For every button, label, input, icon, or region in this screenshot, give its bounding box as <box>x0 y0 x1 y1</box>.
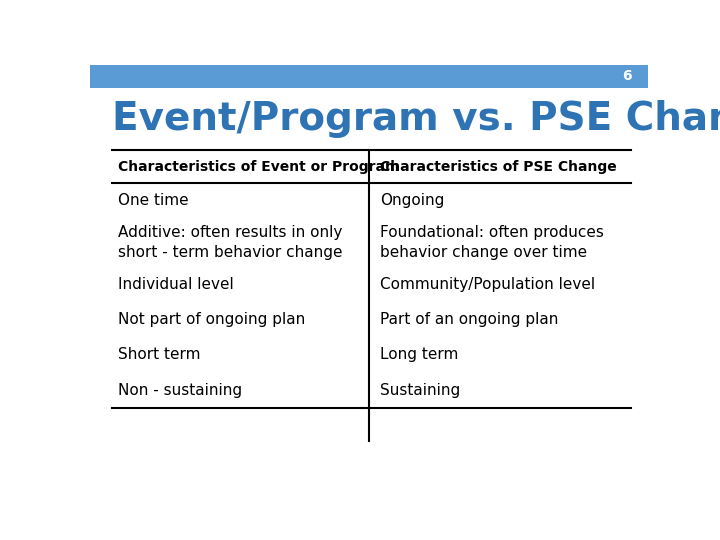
Text: Non - sustaining: Non - sustaining <box>118 383 242 397</box>
Text: One time: One time <box>118 193 189 208</box>
Text: Not part of ongoing plan: Not part of ongoing plan <box>118 312 305 327</box>
Text: Long term: Long term <box>380 347 459 362</box>
Text: Additive: often results in only
short - term behavior change: Additive: often results in only short - … <box>118 225 343 260</box>
Text: Part of an ongoing plan: Part of an ongoing plan <box>380 312 559 327</box>
Text: Short term: Short term <box>118 347 200 362</box>
Text: Characteristics of Event or Program: Characteristics of Event or Program <box>118 160 400 174</box>
Text: Individual level: Individual level <box>118 276 234 292</box>
Text: Ongoing: Ongoing <box>380 193 444 208</box>
Text: Event/Program vs. PSE Change: Event/Program vs. PSE Change <box>112 100 720 138</box>
Text: Sustaining: Sustaining <box>380 383 460 397</box>
FancyBboxPatch shape <box>90 65 648 87</box>
Text: 6: 6 <box>621 69 631 83</box>
Text: Community/Population level: Community/Population level <box>380 276 595 292</box>
Text: Characteristics of PSE Change: Characteristics of PSE Change <box>380 160 617 174</box>
Text: Foundational: often produces
behavior change over time: Foundational: often produces behavior ch… <box>380 225 604 260</box>
